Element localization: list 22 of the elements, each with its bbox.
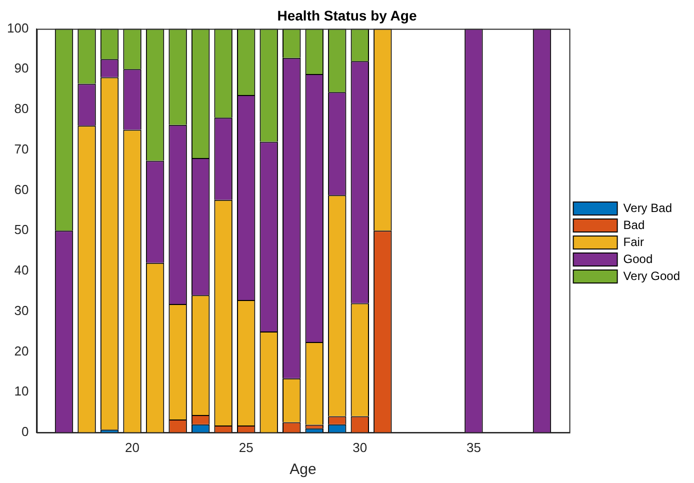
y-tick-label: 30 [14, 302, 29, 318]
y-tick-label: 90 [14, 60, 29, 76]
y-tick-label: 0 [21, 424, 29, 439]
x-tick-label: 35 [466, 440, 481, 455]
y-tick-label: 50 [14, 222, 29, 238]
x-tick-label: 25 [238, 440, 254, 455]
legend-label: Bad [623, 218, 645, 232]
legend-label: Fair [623, 234, 644, 249]
y-tick-label: 70 [14, 141, 29, 156]
x-tick-label: 20 [125, 440, 140, 455]
legend-label: Very Good [623, 268, 680, 283]
y-tick-label: 40 [14, 262, 29, 278]
y-tick-label: 60 [14, 182, 29, 197]
x-axis-title: Age [290, 461, 316, 478]
y-tick-label: 80 [14, 101, 29, 116]
x-tick-label: 30 [352, 440, 368, 455]
chart-title: Health Status by Age [277, 7, 417, 24]
legend-label: Good [623, 252, 653, 266]
y-tick-label: 10 [14, 384, 29, 399]
legend-label: Very Bad [623, 200, 672, 215]
y-tick-label: 100 [6, 20, 29, 36]
y-tick-label: 20 [14, 343, 29, 358]
